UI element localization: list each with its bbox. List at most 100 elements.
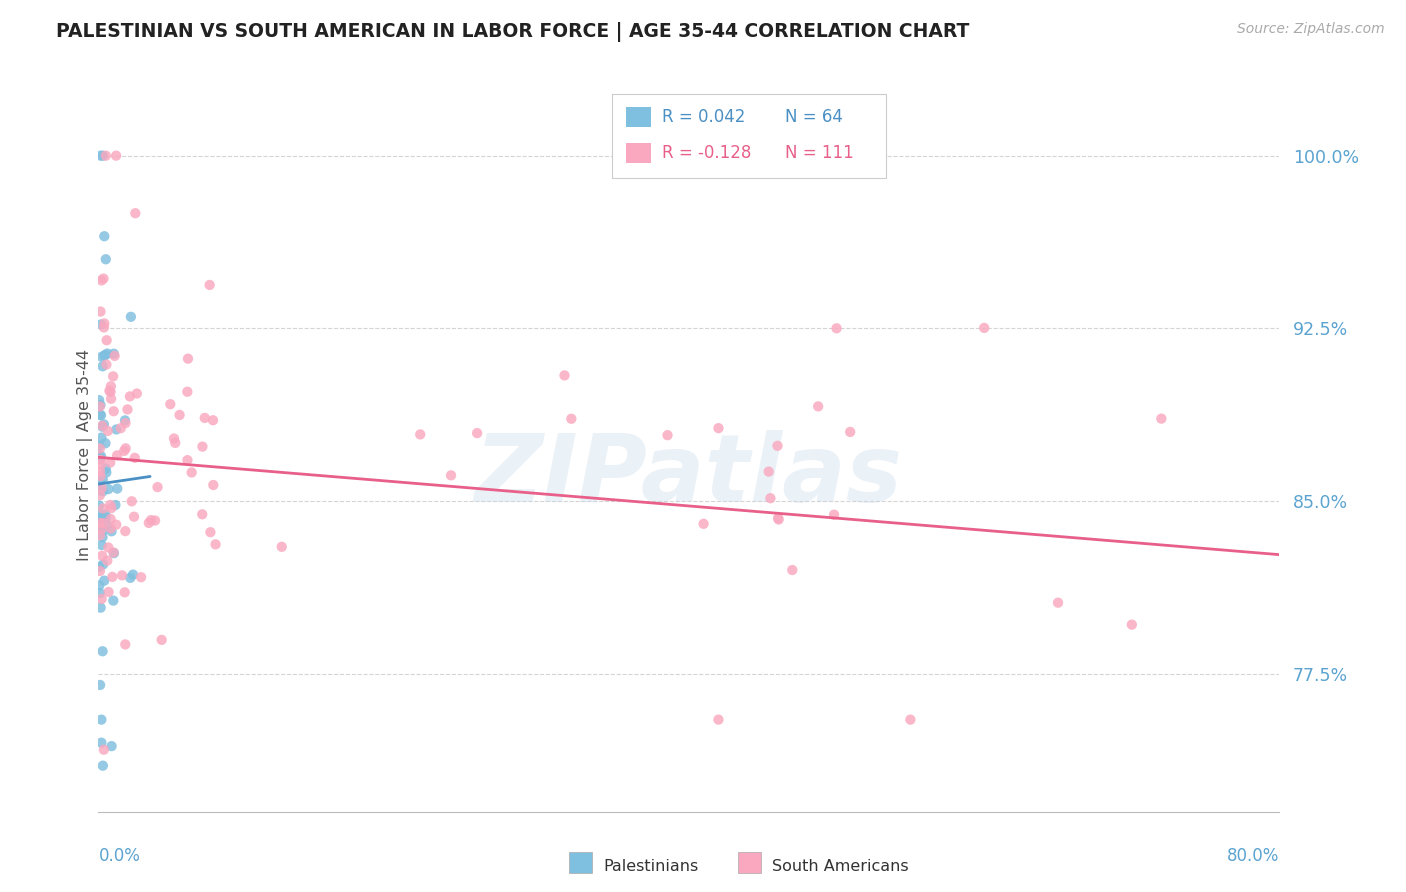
Point [89,517,111,532]
Point [180,466,202,480]
Point [93,417,115,432]
Point [96,358,118,372]
Text: R = -0.128: R = -0.128 [662,144,752,161]
Point [465,426,488,441]
Point [89,512,111,526]
Point [90,273,112,287]
Point [89,475,111,489]
Point [198,277,221,292]
Point [114,416,136,430]
Point [89,408,111,422]
Point [100,501,122,516]
Point [91,644,114,658]
Point [96,346,118,360]
Point [90,449,112,463]
Point [89,564,111,578]
Point [97,585,120,599]
Point [200,525,222,540]
Point [202,478,225,492]
Point [89,488,111,502]
Point [89,586,111,600]
Point [93,229,115,244]
Point [807,400,830,414]
Point [90,149,112,163]
Text: N = 111: N = 111 [785,144,853,161]
Point [103,404,125,418]
Point [94,510,117,524]
Point [112,443,135,458]
Point [90,481,112,495]
Point [93,742,115,756]
Point [91,558,114,572]
Text: ZIPatlas: ZIPatlas [475,430,903,523]
Point [122,509,145,524]
Point [111,568,134,582]
Point [163,432,186,446]
Point [93,523,115,537]
Point [409,427,432,442]
Point [823,508,845,522]
Text: Source: ZipAtlas.com: Source: ZipAtlas.com [1237,22,1385,37]
Point [91,530,114,544]
Point [707,839,730,854]
Point [766,511,789,525]
Point [105,449,128,463]
Point [89,508,111,522]
Point [120,571,142,585]
Text: South Americans: South Americans [772,859,908,873]
Point [191,440,214,454]
Point [90,350,112,364]
Point [91,549,114,563]
Point [94,348,117,362]
Point [1121,617,1143,632]
Point [105,149,128,163]
Point [91,516,114,530]
Point [89,400,111,414]
Point [114,442,136,456]
Point [177,351,200,366]
Point [124,450,146,465]
Point [139,513,162,527]
Point [553,368,575,383]
Point [89,483,111,498]
Point [93,317,115,331]
Point [96,518,118,533]
Point [973,321,995,335]
Point [89,439,111,453]
Point [692,516,714,531]
Point [103,545,125,559]
Point [89,528,111,542]
Point [91,473,114,487]
Point [93,271,115,285]
Point [93,320,115,334]
Point [759,491,782,506]
Point [648,863,671,877]
Point [89,450,111,464]
Point [90,522,112,536]
Point [129,570,152,584]
Point [105,422,128,436]
Point [110,421,132,435]
Text: Palestinians: Palestinians [603,859,699,873]
Point [94,252,117,267]
Point [96,554,118,568]
Point [105,482,128,496]
Point [138,516,160,530]
Point [103,593,125,607]
Point [202,413,225,427]
Point [90,431,112,445]
Point [90,600,112,615]
Point [150,632,173,647]
Point [440,468,463,483]
Point [104,498,127,512]
Text: 80.0%: 80.0% [1227,847,1279,865]
Y-axis label: In Labor Force | Age 35-44: In Labor Force | Age 35-44 [76,349,93,561]
Point [89,393,111,408]
Point [93,349,115,363]
Point [89,304,111,318]
Point [89,578,111,592]
Point [176,384,198,399]
Point [143,514,166,528]
Point [94,149,117,163]
Point [114,524,136,538]
